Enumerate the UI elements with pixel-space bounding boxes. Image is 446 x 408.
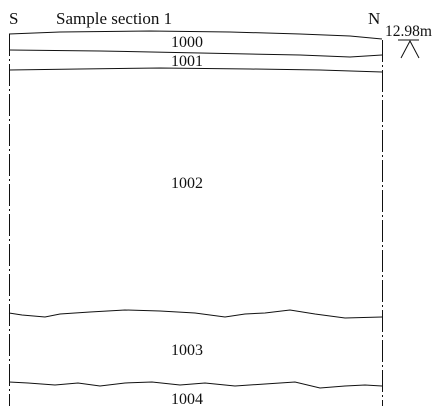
datum-level-label: 12.98m <box>385 23 432 40</box>
layer-boundary-1000-1001 <box>8 49 383 58</box>
context-label-1002: 1002 <box>171 175 203 192</box>
datum-level-marker: 12.98m <box>385 23 432 59</box>
layer-boundary-top <box>8 30 383 40</box>
section-title: Sample section 1 <box>56 9 172 28</box>
context-label-1001: 1001 <box>171 53 203 70</box>
direction-south-label: S <box>9 9 18 28</box>
layer-boundary-1001-1002 <box>8 67 383 73</box>
datum-level-arrow-icon <box>400 39 420 59</box>
context-label-1003: 1003 <box>171 342 203 359</box>
layer-boundary-1002-1003 <box>8 309 383 319</box>
context-label-1004: 1004 <box>171 391 203 408</box>
direction-north-label: N <box>368 9 380 28</box>
layer-boundary-1003-1004 <box>8 381 383 389</box>
context-label-1000: 1000 <box>171 34 203 51</box>
